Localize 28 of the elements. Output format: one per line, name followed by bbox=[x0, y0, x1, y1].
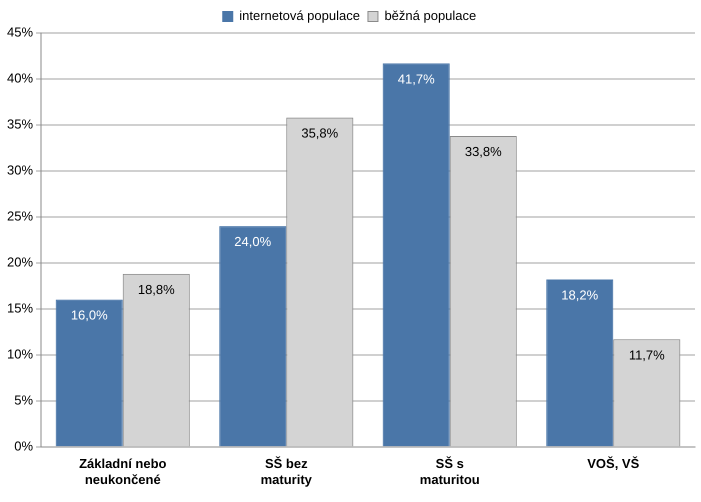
data-label: 11,7% bbox=[628, 347, 666, 362]
x-tick-label: VOŠ, VŠ bbox=[587, 456, 640, 472]
legend-label: internetová populace bbox=[239, 8, 360, 24]
legend-label: běžná populace bbox=[384, 8, 476, 24]
data-label: 35,8% bbox=[301, 126, 339, 141]
x-tick-label: SŠ s maturitou bbox=[420, 456, 480, 487]
data-label: 24,0% bbox=[234, 234, 272, 250]
y-tick-label: 20% bbox=[6, 254, 34, 270]
y-tick-label: 45% bbox=[6, 24, 34, 40]
bar bbox=[382, 63, 450, 446]
x-tick-label: SŠ bez maturity bbox=[260, 456, 313, 487]
y-tick-label: 0% bbox=[14, 438, 34, 454]
data-label: 18,2% bbox=[561, 288, 599, 303]
y-tick-label: 35% bbox=[6, 116, 34, 132]
data-label: 41,7% bbox=[398, 71, 436, 86]
bar bbox=[219, 226, 286, 446]
data-label: 16,0% bbox=[70, 308, 108, 323]
y-tick-label: 5% bbox=[14, 392, 34, 408]
y-tick-label: 30% bbox=[6, 162, 34, 178]
bar bbox=[546, 279, 614, 446]
data-label: 33,8% bbox=[464, 144, 502, 160]
y-tick-label: 25% bbox=[6, 208, 34, 224]
x-tick-label: Základní nebo neukončené bbox=[79, 456, 167, 487]
data-label: 18,8% bbox=[138, 282, 176, 297]
bar bbox=[56, 300, 123, 446]
y-tick-label: 10% bbox=[6, 346, 34, 362]
y-tick-label: 15% bbox=[6, 300, 34, 316]
y-tick-label: 40% bbox=[6, 70, 34, 86]
